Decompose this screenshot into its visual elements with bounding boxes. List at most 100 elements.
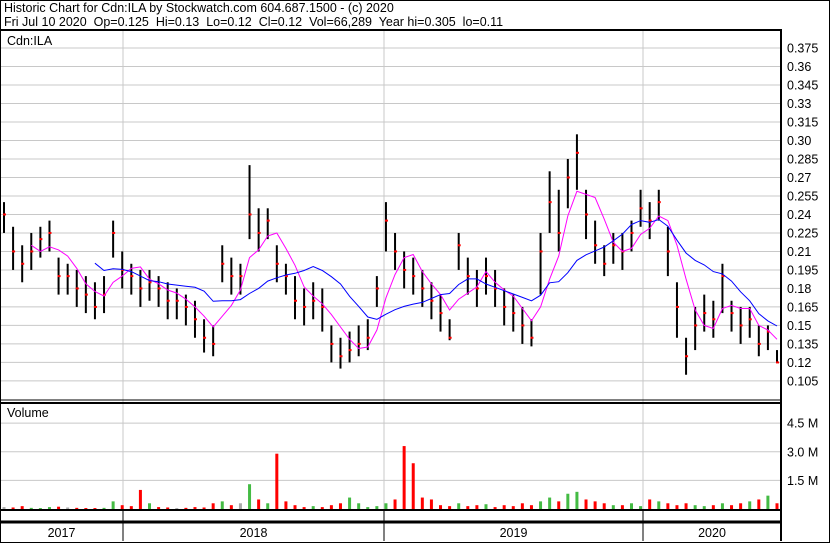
close-tick [39,238,43,241]
volume-bar [420,497,424,509]
close-tick [757,342,761,345]
volume-bar [730,505,734,509]
volume-bar [611,505,615,509]
close-tick [430,299,434,302]
close-tick [212,342,216,345]
close-tick [230,275,234,278]
close-tick [366,336,370,339]
close-tick [175,299,179,302]
close-tick [603,262,607,265]
price-tick-label: 0.27 [787,171,811,185]
volume-bar [402,446,406,509]
close-tick [284,275,288,278]
close-tick [457,244,461,247]
quote-summary: Fri Jul 10 2020 Op=0.125 Hi=0.13 Lo=0.12… [4,15,504,29]
volume-bar [111,501,115,509]
close-tick [157,287,161,290]
volume-bar [720,503,724,509]
price-tick-label: 0.345 [787,78,818,92]
close-tick [239,275,243,278]
close-tick [193,318,197,321]
close-tick [21,262,25,265]
volume-bar [620,505,624,509]
close-tick [421,287,425,290]
volume-bar [202,507,206,509]
close-tick [266,219,270,222]
close-tick [321,305,325,308]
volume-bar [93,508,97,509]
close-tick [330,342,334,345]
volume-bar [275,453,279,509]
close-tick [30,250,34,253]
close-tick [575,151,579,154]
close-tick [548,201,552,204]
close-tick [166,299,170,302]
close-tick [748,318,752,321]
close-tick [75,287,79,290]
volume-bar [148,503,152,509]
volume-bar [357,503,361,509]
volume-bar [602,503,606,509]
volume-bar [629,503,633,509]
price-tick-label: 0.225 [787,226,818,240]
volume-bar [184,507,188,509]
close-tick [312,299,316,302]
volume-bar [411,463,415,509]
volume-bar [66,507,70,509]
volume-bar [539,501,543,509]
volume-bar [75,507,79,509]
volume-bar [29,507,33,509]
volume-bar [575,491,579,509]
close-tick [594,244,598,247]
close-tick [630,231,634,234]
close-tick [384,219,388,222]
volume-bar [566,493,570,509]
volume-bar [639,506,643,509]
volume-bar [348,497,352,509]
close-tick [357,342,361,345]
close-tick [439,312,443,315]
close-tick [484,275,488,278]
volume-bar [211,503,215,509]
close-tick [48,231,52,234]
volume-bar [748,501,752,509]
price-tick-label: 0.30 [787,134,811,148]
close-tick [448,336,452,339]
volume-bar [20,506,24,509]
close-tick [539,250,543,253]
price-panel-label: Cdn:ILA [7,34,53,48]
volume-bar [675,505,679,509]
volume-bar [475,505,479,509]
price-tick-label: 0.315 [787,115,818,129]
volume-bar [502,505,506,509]
close-tick [130,275,134,278]
volume-bar [648,499,652,509]
close-tick [412,275,416,278]
price-tick-label: 0.36 [787,60,811,74]
close-tick [612,244,616,247]
price-tick-label: 0.18 [787,282,811,296]
volume-bar [466,506,470,509]
close-tick [657,201,661,204]
close-tick [648,219,652,222]
close-tick [703,312,707,315]
close-tick [339,355,343,358]
volume-bar [557,501,561,509]
volume-bar [248,484,252,509]
close-tick [303,305,307,308]
volume-bar [684,503,688,509]
volume-bar [11,507,15,509]
chart-title: Historic Chart for Cdn:ILA by Stockwatch… [4,1,394,15]
close-tick [503,305,507,308]
close-tick [494,287,498,290]
close-tick [294,299,298,302]
volume-bar [311,506,315,509]
close-tick [375,287,379,290]
volume-bar [220,501,224,509]
close-tick [12,250,16,253]
price-tick-label: 0.24 [787,208,811,222]
volume-bar [384,503,388,509]
price-tick-label: 0.135 [787,337,818,351]
volume-bar [120,505,124,509]
